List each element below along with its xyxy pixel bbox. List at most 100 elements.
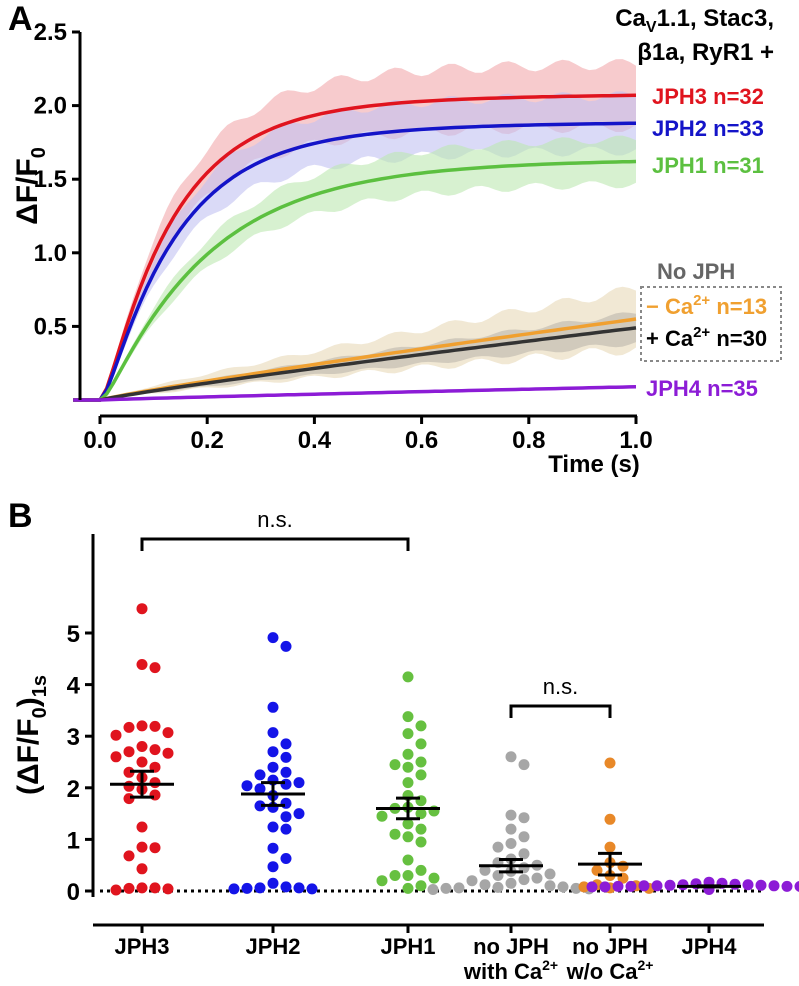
data-point [625,880,637,892]
data-point [479,879,491,891]
tick-label-a-x-0.4: 0.4 [298,427,332,454]
legend-no-jph-plus-ca: + Ca2+ n=30 [646,324,767,351]
data-point [267,746,279,758]
data-point [280,751,292,763]
data-point [440,882,452,894]
tick-label-a-x-1.0: 1.0 [619,427,652,454]
series-band-jph2 [73,91,636,401]
data-point [136,720,148,732]
data-point [136,821,148,833]
tick-label-b-y-5: 5 [67,621,80,648]
data-point [389,828,401,840]
data-point [254,783,266,795]
data-point [280,823,292,835]
data-point [280,640,292,652]
significance-bracket-2 [509,704,612,718]
data-point [544,880,556,892]
x-label-2: JPH1 [380,934,435,959]
data-point [466,875,478,887]
tick-label-b-y-1: 1 [67,827,80,854]
data-point [794,880,799,892]
data-point [427,884,439,895]
data-point [531,872,543,884]
data-point [755,879,767,891]
data-point [149,777,161,789]
construct-label-line2: β1a, RyR1 + [637,39,774,66]
data-point [402,882,414,894]
legend-no-jph-minus-ca: − Ca2+ n=13 [646,292,767,319]
data-point [293,882,305,894]
data-point [544,868,556,880]
data-point [267,877,279,889]
data-point [518,759,530,771]
data-point [599,881,611,893]
series-line-no-jph-ca2- [73,326,637,402]
data-point [638,880,650,892]
data-point [479,864,491,876]
data-point [136,659,148,670]
data-point [149,842,161,854]
data-point [586,881,598,893]
data-point [110,884,122,896]
data-point [136,741,148,752]
legend-jph3: JPH3 n=32 [652,84,764,109]
panel-a-x-axis-label: Time (s) [548,451,640,478]
data-point [123,850,135,862]
group-0-points [110,603,174,896]
data-point [781,880,793,892]
data-point [402,870,414,881]
data-point [492,881,504,893]
significance-label-1: n.s. [257,507,292,532]
data-point [591,864,603,876]
data-point [492,841,504,853]
tick-label-a-x-0.2: 0.2 [191,427,224,454]
data-point [162,727,174,739]
data-point [162,883,174,895]
data-point [415,808,427,820]
data-point [267,632,279,644]
data-point [402,818,414,830]
data-point [149,882,161,894]
data-point [415,738,427,750]
data-point [402,854,414,866]
series-band-no-jph-ca2- [73,286,636,400]
tick-label-a-y-0.5: 0.5 [34,313,67,340]
panel-letter-b: B [8,497,33,535]
data-point [518,874,530,886]
legend-jph2: JPH2 n=33 [652,116,764,141]
data-point [402,711,414,723]
group-5-points [586,876,799,895]
data-point [136,841,148,853]
data-point [267,821,279,833]
data-point [267,761,279,773]
tick-label-a-x-0.0: 0.0 [83,427,116,454]
data-point [123,721,135,733]
data-point [149,662,161,674]
data-point [604,813,616,825]
series-band-jph3 [73,59,636,400]
data-point [664,879,676,891]
data-point [123,780,135,792]
x-label-4: no JPH [572,934,648,959]
data-point [505,809,517,821]
data-point [617,860,629,872]
group-4-points [578,757,655,894]
panel-b-y-axis-label: (ΔF/F0)1s [12,675,51,795]
data-point [729,878,741,890]
data-point [557,881,569,893]
no-jph-dashed-box [640,286,782,362]
x-label-5: JPH4 [681,934,737,959]
data-point [518,812,530,824]
data-point [306,883,318,895]
data-point [415,864,427,876]
data-point [415,880,427,892]
data-point [136,603,148,615]
data-point [254,882,266,894]
data-point [123,882,135,894]
x-label-line2-4: w/o Ca2+ [566,957,654,984]
data-point [110,751,122,763]
data-point [415,720,427,732]
data-point [280,738,292,750]
data-point [280,853,292,864]
data-point [604,841,616,853]
